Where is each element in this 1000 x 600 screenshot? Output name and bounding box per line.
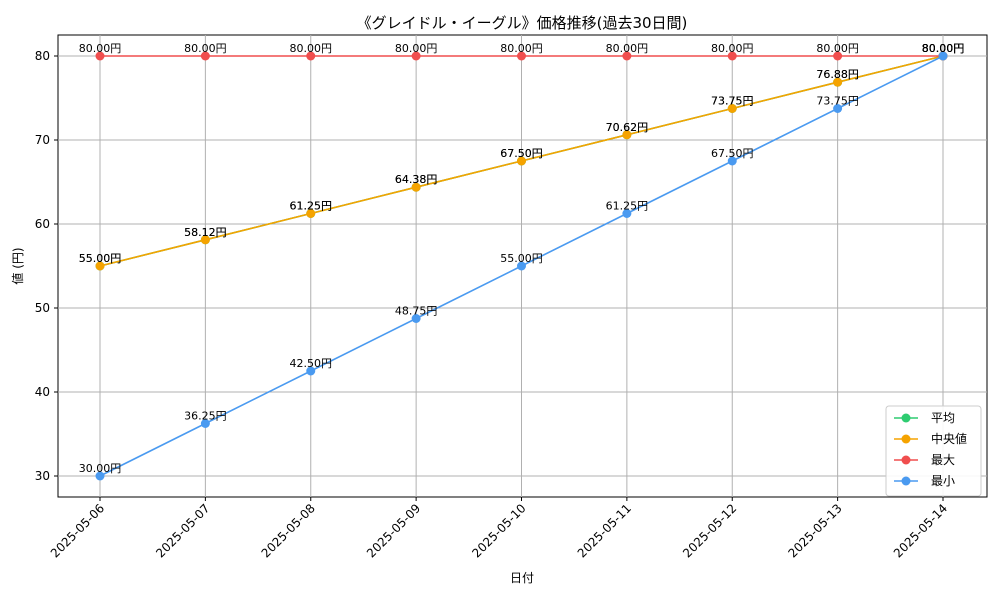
data-label: 64.38円 [395,173,438,186]
data-label: 80.00円 [922,42,965,55]
legend-item: 中央値 [894,431,967,446]
data-label: 80.00円 [606,42,649,55]
x-tick-label: 2025-05-09 [364,501,423,560]
data-point [200,51,210,61]
data-point [727,51,737,61]
data-label: 67.50円 [500,147,543,160]
data-point [727,156,737,166]
data-label: 58.12円 [184,226,227,239]
legend-item: 最大 [894,453,955,467]
data-label: 70.62円 [606,121,649,134]
y-tick-label: 40 [35,385,50,399]
data-point [622,51,632,61]
data-label: 67.50円 [711,147,754,160]
data-label: 80.00円 [290,42,333,55]
series-最小 [95,51,948,481]
x-tick-label: 2025-05-08 [259,501,318,560]
data-label: 67.50円 [500,147,543,160]
data-label: 61.25円 [290,200,333,213]
data-point [95,471,105,481]
legend-label: 平均 [931,411,955,425]
data-label: 73.75円 [816,95,859,108]
data-label: 76.88円 [816,68,859,81]
data-point [306,51,316,61]
data-label: 48.75円 [395,305,438,318]
y-tick-label: 80 [35,49,50,63]
data-point [938,51,948,61]
x-axis-label: 日付 [510,571,534,585]
y-axis-label: 値 (円) [10,247,25,284]
legend-label: 最大 [931,453,955,467]
data-point [200,235,210,245]
data-label: 80.00円 [500,42,543,55]
data-point [306,209,316,218]
data-label: 42.50円 [290,357,333,370]
legend-marker [901,476,911,486]
legend-box [885,405,982,497]
data-point [411,182,421,192]
legend-marker [901,455,911,465]
data-label: 55.00円 [79,252,122,265]
legend-marker [901,413,911,423]
x-tick-label: 2025-05-07 [153,501,212,560]
data-point [95,261,105,271]
y-tick-label: 50 [35,301,50,315]
data-label: 80.00円 [922,42,965,55]
x-tick-label: 2025-05-14 [891,501,950,560]
data-point [622,130,632,140]
data-label: 73.75円 [711,95,754,108]
data-label: 55.00円 [79,252,122,265]
data-point [95,51,105,61]
data-point [727,104,737,113]
data-labels: 55.00円 58.12円 61.25円 64.38円 67.50円 70.62円 73.7… [79,42,965,475]
data-label: 80.00円 [79,42,122,55]
data-point [411,51,421,61]
data-label: 70.62円 [606,121,649,134]
data-point [411,314,421,323]
data-point [833,104,843,113]
data-point [833,77,843,87]
data-label: 80.00円 [922,42,965,55]
series-最大 [95,51,948,61]
data-label: 36.25円 [184,410,227,423]
x-tick-label: 2025-05-10 [469,501,528,560]
data-label: 61.25円 [290,200,333,213]
x-tick-label: 2025-05-12 [680,501,739,560]
data-label: 58.12円 [184,226,227,239]
chart-title: 《グレイドル・イーグル》価格推移(過去30日間) [357,14,688,32]
data-point [517,156,526,166]
data-point [517,51,526,61]
data-point [200,419,210,428]
data-label: 73.75円 [711,95,754,108]
data-label: 76.88円 [816,68,859,81]
data-point [833,51,843,61]
x-tick-label: 2025-05-13 [786,501,845,560]
data-label: 80.00円 [711,42,754,55]
legend-label: 最小 [931,474,955,488]
data-label: 80.00円 [184,42,227,55]
series-layer [95,51,948,481]
x-tick-label: 2025-05-06 [48,501,107,560]
data-label: 55.00円 [500,252,543,265]
data-label: 30.00円 [79,462,122,475]
data-point [517,261,526,271]
legend-marker [901,434,911,444]
data-label: 80.00円 [816,42,859,55]
data-label: 64.38円 [395,173,438,186]
data-label: 80.00円 [395,42,438,55]
data-label: 80.00円 [922,42,965,55]
y-tick-label: 60 [35,217,50,231]
data-point [622,209,632,218]
data-point [306,366,316,376]
y-tick-label: 70 [35,133,50,147]
x-tick-label: 2025-05-11 [575,501,634,560]
legend-item: 平均 [894,411,955,425]
grid [58,35,987,497]
legend-item: 最小 [894,474,955,488]
y-tick-label: 30 [35,469,50,483]
data-label: 61.25円 [606,200,649,213]
legend-label: 中央値 [931,431,967,446]
